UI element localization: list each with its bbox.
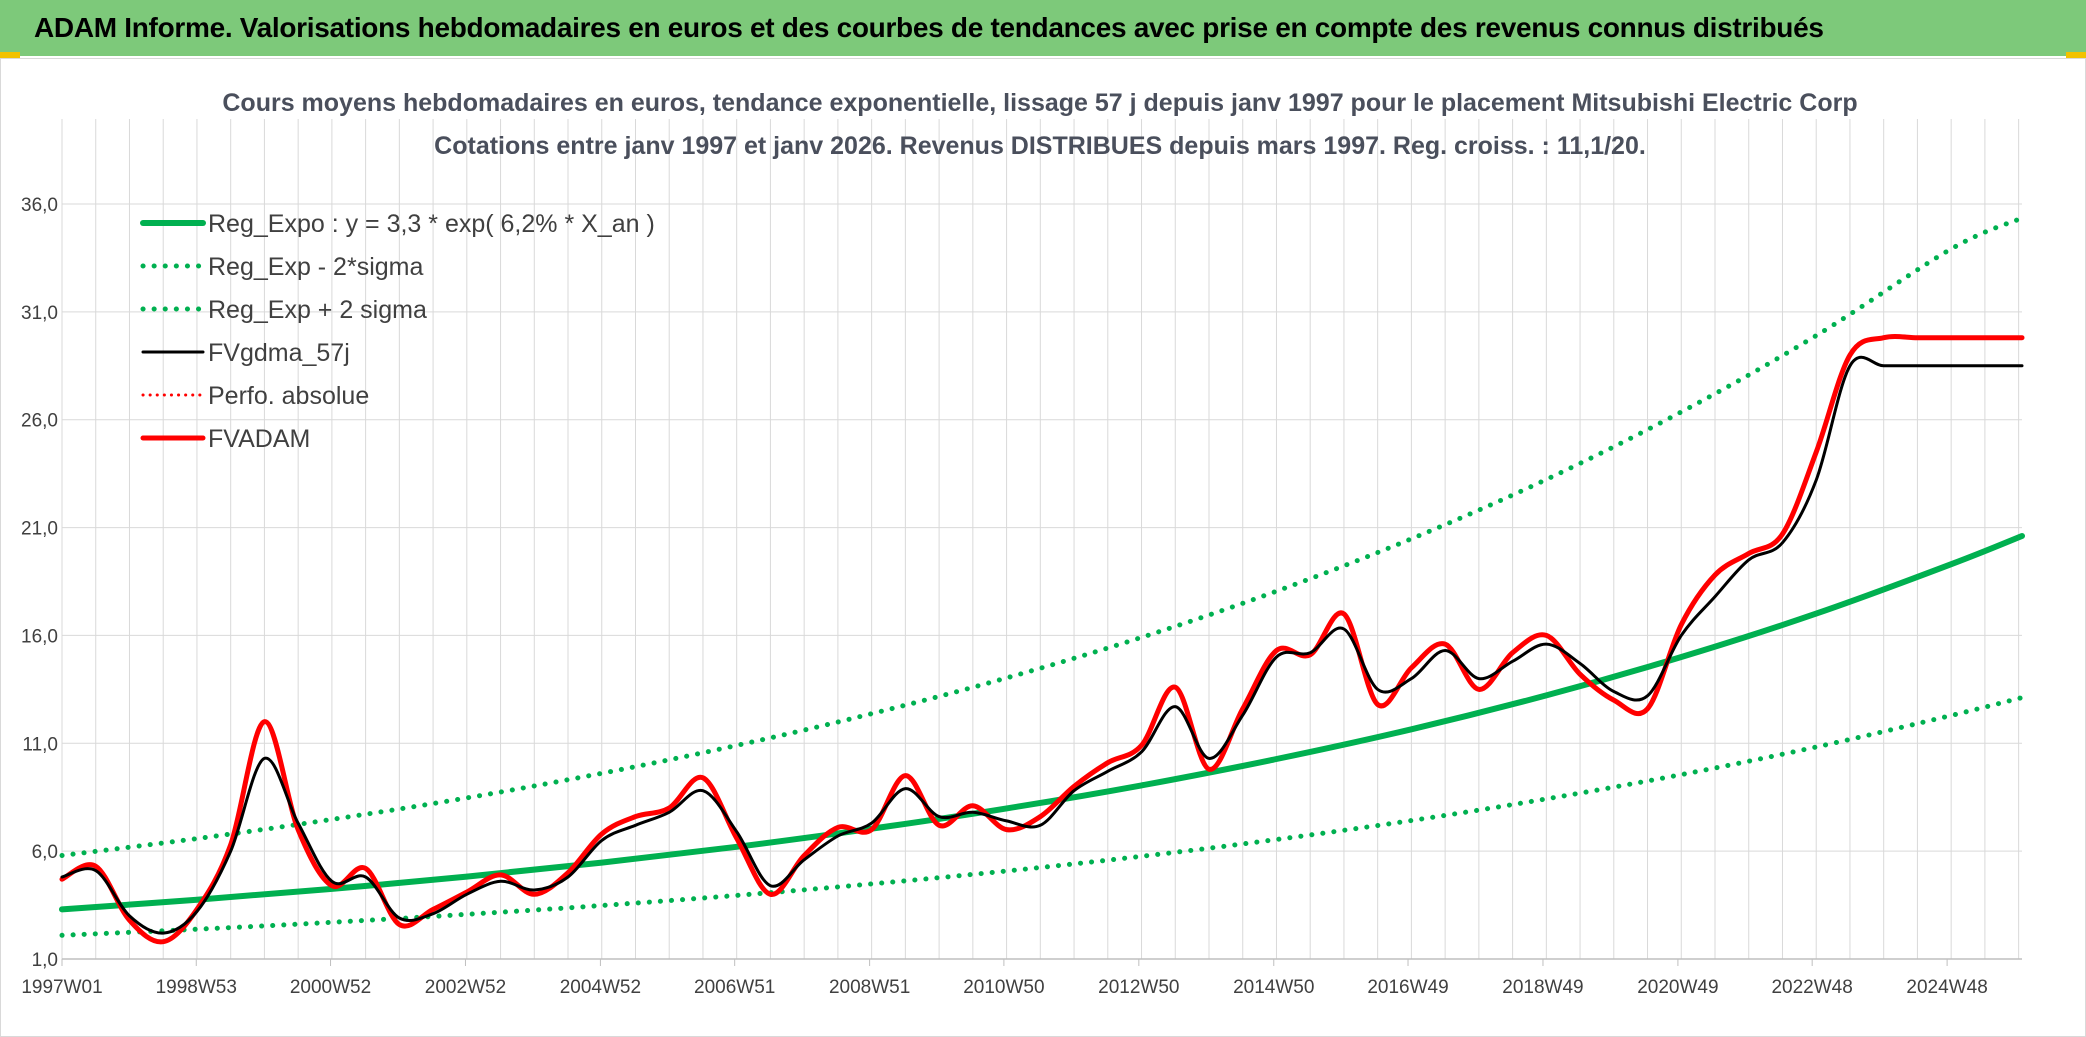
y-tick-label: 6,0 (32, 842, 58, 863)
y-tick-label: 26,0 (21, 411, 58, 432)
y-tick-label: 31,0 (21, 303, 58, 324)
x-tick-label: 2016W49 (1367, 977, 1448, 998)
x-tick-label: 1997W01 (21, 977, 102, 998)
legend-label: Reg_Exp - 2*sigma (208, 253, 423, 281)
x-tick-label: 2018W49 (1502, 977, 1583, 998)
y-tick-label: 36,0 (21, 195, 58, 216)
series-layer (59, 215, 2025, 945)
series-line-reg-exp-plus (59, 215, 2025, 858)
chart-frame (0, 58, 2086, 1037)
banner-title: ADAM Informe. Valorisations hebdomadaire… (34, 12, 1824, 43)
series-line-fvgdma-57j (60, 355, 2024, 935)
legend-label: FVgdma_57j (208, 339, 350, 367)
x-tick-label: 2012W50 (1098, 977, 1179, 998)
x-tick-label: 2024W48 (1906, 977, 1987, 998)
y-tick-label: 11,0 (22, 734, 58, 755)
x-tick-label: 2010W50 (963, 977, 1044, 998)
x-tick-label: 2004W52 (560, 977, 641, 998)
x-tick-label: 2022W48 (1771, 977, 1852, 998)
legend-label: FVADAM (208, 425, 310, 453)
corner-marker-left (0, 52, 20, 60)
x-tick-label: 2020W49 (1637, 977, 1718, 998)
chart-title-line-2: Cotations entre janv 1997 et janv 2026. … (434, 132, 1646, 160)
x-tick-label: 2002W52 (425, 977, 506, 998)
x-tick-label: 2014W50 (1233, 977, 1314, 998)
y-tick-label: 21,0 (21, 519, 58, 540)
series-line-reg-expo (59, 533, 2025, 913)
series-line-fvadam (59, 333, 2025, 945)
x-tick-label: 2006W51 (694, 977, 775, 998)
legend-label: Reg_Expo : y = 3,3 * exp( 6,2% * X_an ) (208, 210, 655, 238)
x-tick-label: 2008W51 (829, 977, 910, 998)
x-tick-label: 1998W53 (156, 977, 237, 998)
report-banner: ADAM Informe. Valorisations hebdomadaire… (0, 0, 2086, 56)
legend: Reg_Expo : y = 3,3 * exp( 6,2% * X_an ) R… (140, 210, 655, 453)
legend-label: Reg_Exp + 2 sigma (208, 296, 427, 324)
y-tick-label: 1,0 (32, 950, 58, 971)
axis-layer: 1,0 6,0 11,0 16,0 21,0 26,0 31,0 36,0 1997W01 199… (21, 195, 2022, 998)
chart-title-line-1: Cours moyens hebdomadaires en euros, ten… (222, 89, 1857, 117)
corner-marker-right (2066, 52, 2086, 60)
y-tick-label: 16,0 (21, 626, 58, 647)
legend-label: Perfo. absolue (208, 382, 369, 410)
x-tick-label: 2000W52 (290, 977, 371, 998)
grid-layer (61, 119, 2022, 960)
